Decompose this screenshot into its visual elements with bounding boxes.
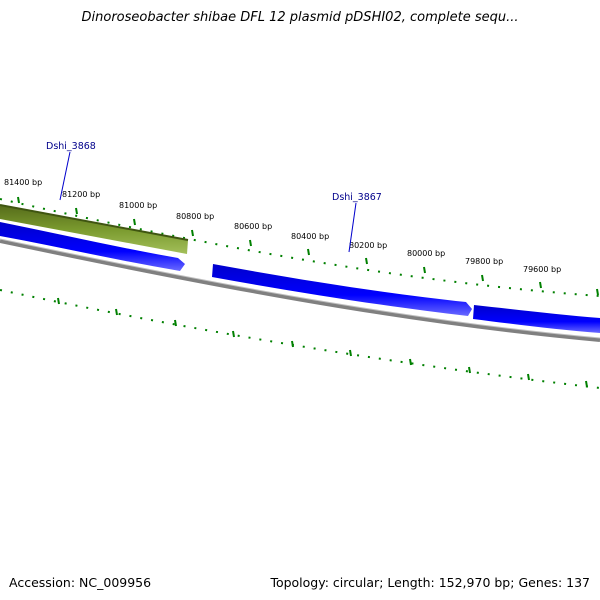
gene-arc-dshi-3868-shadow	[0, 204, 189, 241]
outer-major-tick	[17, 196, 20, 204]
genes-value: 137	[566, 575, 590, 590]
accession-info: Accession: NC_009956	[9, 575, 151, 590]
topology-label: Topology:	[270, 575, 329, 590]
tick-label-80600: 80600 bp	[234, 222, 272, 231]
accession-label: Accession:	[9, 575, 76, 590]
tick-label-79800: 79800 bp	[465, 257, 503, 266]
tick-label-80200: 80200 bp	[349, 241, 387, 250]
outer-major-tick	[191, 229, 194, 237]
gene-label-dshi-3868[interactable]: Dshi_3868	[46, 141, 96, 152]
outer-major-tick	[249, 239, 252, 247]
gene-arc-dshi-3868[interactable]	[0, 205, 188, 254]
gene-leader-line	[59, 151, 71, 201]
backbone-line-highlight	[0, 238, 600, 339]
tick-label-79600: 79600 bp	[523, 265, 561, 274]
outer-major-tick	[133, 218, 136, 226]
gene-arc-blue-1[interactable]	[0, 222, 185, 271]
inner-major-tick	[232, 330, 235, 338]
gene-leader-line	[348, 202, 357, 253]
inner-major-ticks	[57, 297, 588, 388]
length-value: 152,970 bp	[438, 575, 511, 590]
inner-major-tick	[174, 319, 177, 327]
length-label: Length:	[387, 575, 435, 590]
topology-value: circular	[332, 575, 380, 590]
outer-major-tick	[539, 281, 542, 289]
tick-label-81000: 81000 bp	[119, 201, 157, 210]
inner-major-tick	[291, 340, 294, 348]
inner-scale-track	[0, 289, 600, 389]
outer-major-tick	[596, 288, 599, 296]
gene-arc-blue-2[interactable]	[212, 264, 472, 316]
outer-major-tick	[75, 207, 78, 215]
inner-major-tick	[468, 366, 471, 374]
inner-major-tick	[349, 349, 352, 357]
tick-label-80400: 80400 bp	[291, 232, 329, 241]
tick-label-80000: 80000 bp	[407, 249, 445, 258]
gene-label-dshi-3867[interactable]: Dshi_3867	[332, 192, 382, 203]
inner-major-tick	[527, 373, 530, 381]
inner-major-tick	[585, 380, 588, 388]
outer-major-tick	[423, 266, 426, 274]
tick-label-81400: 81400 bp	[4, 178, 42, 187]
outer-major-tick	[365, 257, 368, 265]
accession-value: NC_009956	[79, 575, 152, 590]
map-title: Dinoroseobacter shibae DFL 12 plasmid pD…	[81, 10, 519, 25]
tick-label-80800: 80800 bp	[176, 212, 214, 221]
inner-major-tick	[57, 297, 60, 305]
tick-label-81200: 81200 bp	[62, 190, 100, 199]
sequence-summary: Topology: circular; Length: 152,970 bp; …	[270, 575, 590, 590]
outer-major-tick	[307, 248, 310, 256]
genes-label: Genes:	[518, 575, 563, 590]
outer-major-tick	[481, 274, 484, 282]
backbone-line	[0, 239, 600, 342]
inner-major-tick	[409, 358, 412, 366]
gene-arc-blue-3[interactable]	[473, 305, 600, 333]
inner-major-tick	[115, 308, 118, 316]
outer-major-ticks	[17, 196, 599, 296]
